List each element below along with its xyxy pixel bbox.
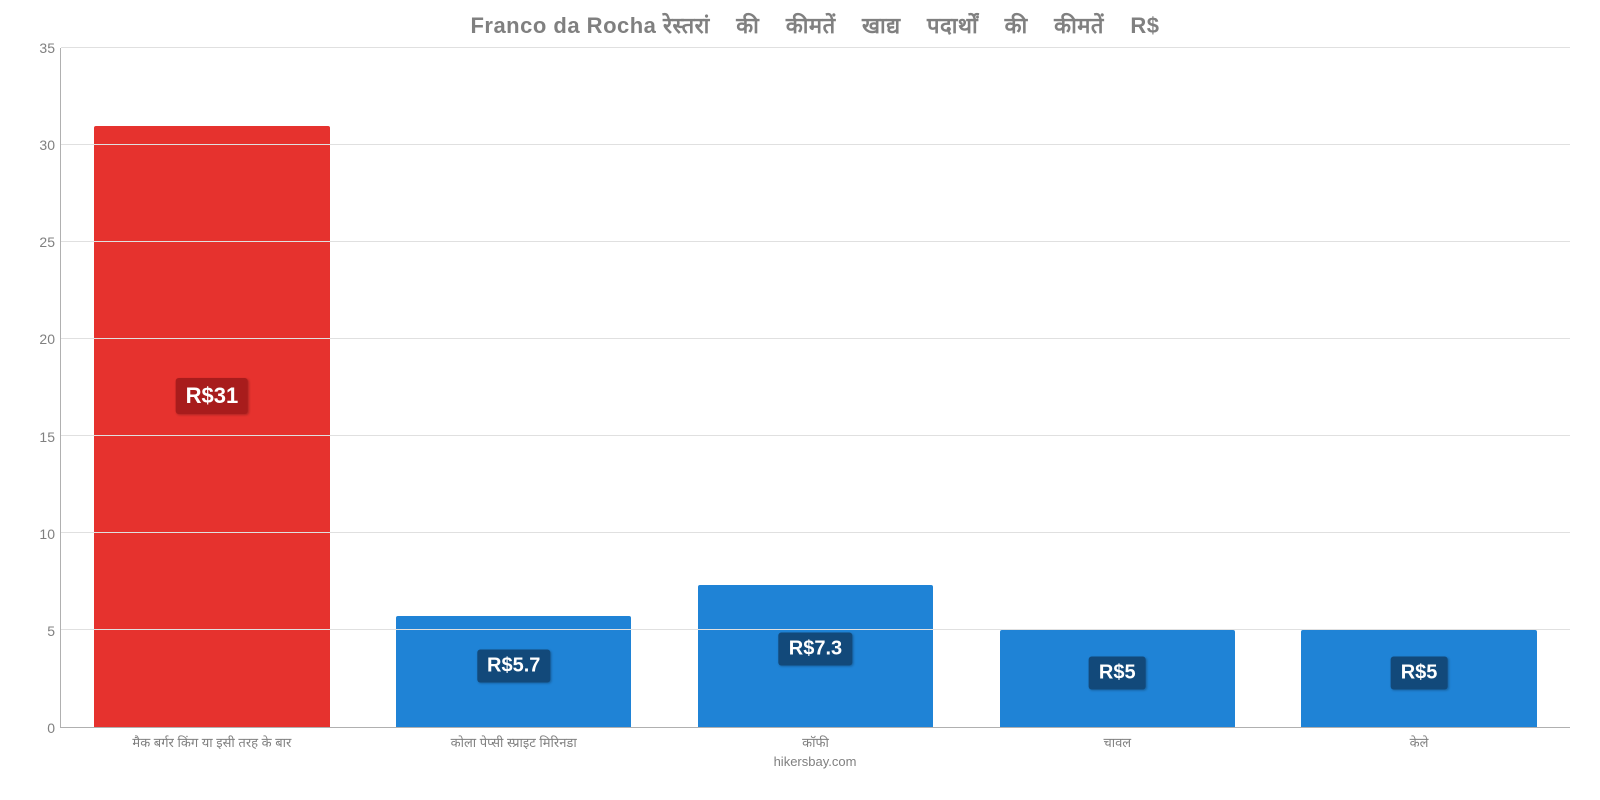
x-axis-label: कोला पेप्सी स्प्राइट मिरिनडा bbox=[363, 733, 665, 751]
value-badge: R$31 bbox=[176, 378, 249, 414]
y-tick-label: 30 bbox=[15, 137, 55, 153]
value-badge: R$7.3 bbox=[779, 633, 852, 666]
bar-slot: R$7.3 bbox=[665, 48, 967, 727]
bar bbox=[94, 126, 329, 727]
bar-slot: R$5.7 bbox=[363, 48, 665, 727]
bar-slot: R$31 bbox=[61, 48, 363, 727]
y-tick-label: 10 bbox=[15, 526, 55, 542]
y-tick-label: 15 bbox=[15, 429, 55, 445]
y-tick-label: 20 bbox=[15, 331, 55, 347]
chart-footer: hikersbay.com bbox=[60, 754, 1570, 769]
grid-line bbox=[61, 241, 1570, 242]
bar-slot: R$5 bbox=[1268, 48, 1570, 727]
x-axis-label: मैक बर्गर किंग या इसी तरह के बार bbox=[61, 733, 363, 751]
bar-slot: R$5 bbox=[966, 48, 1268, 727]
y-tick-label: 0 bbox=[15, 720, 55, 736]
plot: R$31R$5.7R$7.3R$5R$5 मैक बर्गर किंग या इ… bbox=[60, 48, 1570, 728]
y-tick-label: 35 bbox=[15, 40, 55, 56]
value-badge: R$5.7 bbox=[477, 650, 550, 683]
chart-title: Franco da Rocha रेस्तरां की कीमतें खाद्य… bbox=[60, 10, 1570, 40]
y-tick-label: 25 bbox=[15, 234, 55, 250]
x-axis-label: चावल bbox=[966, 733, 1268, 751]
grid-line bbox=[61, 532, 1570, 533]
x-axis: मैक बर्गर किंग या इसी तरह के बारकोला पेप… bbox=[61, 733, 1570, 751]
plot-area: 05101520253035 R$31R$5.7R$7.3R$5R$5 मैक … bbox=[60, 48, 1570, 728]
x-axis-label: केले bbox=[1268, 733, 1570, 751]
grid-line bbox=[61, 629, 1570, 630]
y-tick-label: 5 bbox=[15, 623, 55, 639]
grid-line bbox=[61, 435, 1570, 436]
x-axis-label: कॉफी bbox=[665, 733, 967, 751]
y-axis: 05101520253035 bbox=[15, 48, 55, 728]
grid-line bbox=[61, 144, 1570, 145]
value-badge: R$5 bbox=[1089, 656, 1146, 689]
bars-container: R$31 R$5.7 R$7.3 R$5 R$5 bbox=[61, 48, 1570, 727]
value-badge: R$5 bbox=[1391, 656, 1448, 689]
grid-line bbox=[61, 338, 1570, 339]
price-bar-chart: Franco da Rocha रेस्तरां की कीमतें खाद्य… bbox=[0, 0, 1600, 800]
grid-line bbox=[61, 47, 1570, 48]
